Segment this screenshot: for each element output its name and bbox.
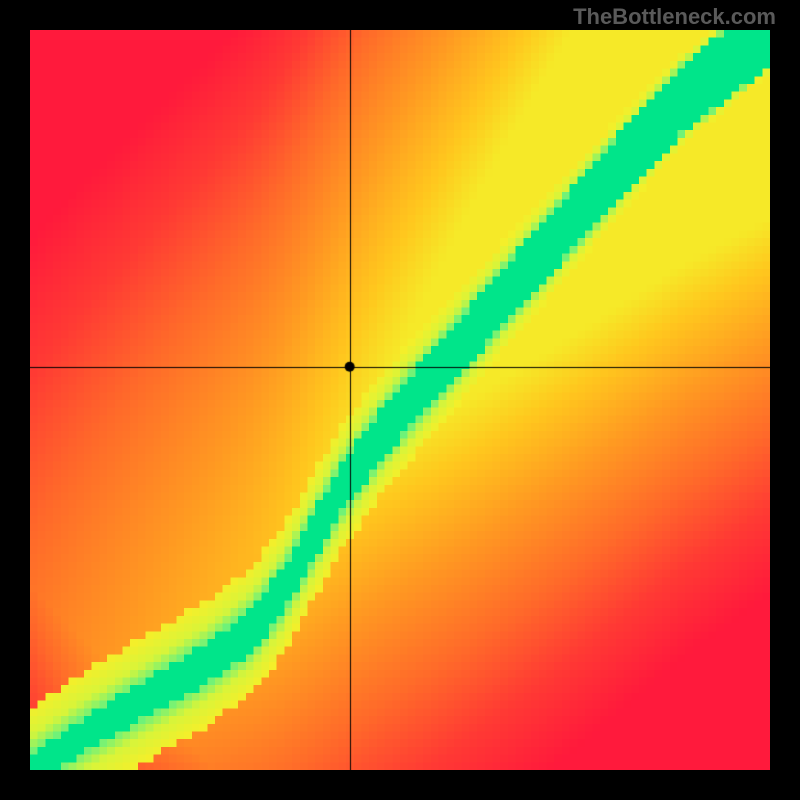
- chart-stage: TheBottleneck.com: [0, 0, 800, 800]
- watermark-text: TheBottleneck.com: [573, 4, 776, 30]
- crosshair-overlay: [30, 30, 770, 770]
